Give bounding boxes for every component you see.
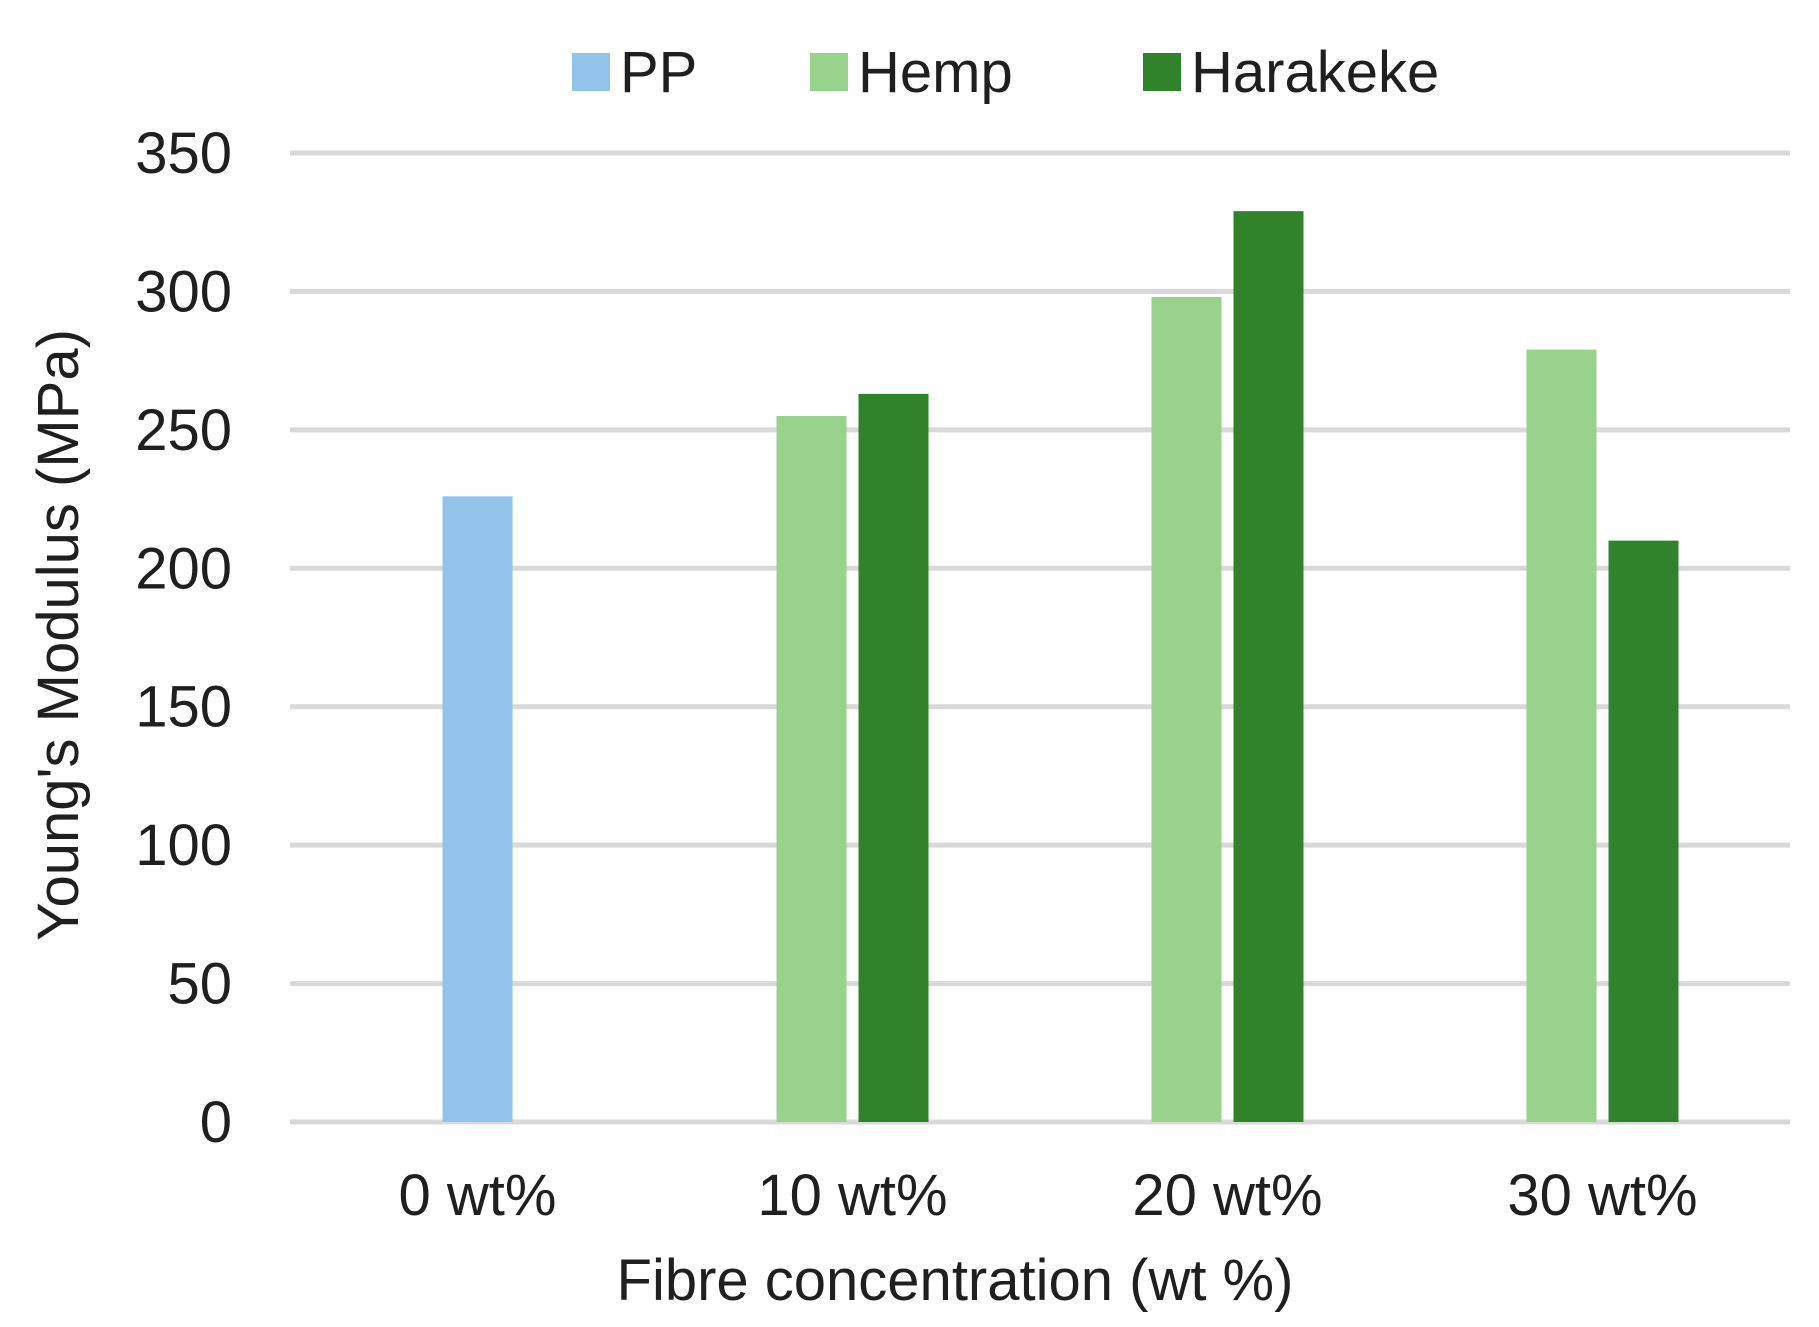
x-axis-category-labels: 0 wt% 10 wt% 20 wt% 30 wt% xyxy=(399,1163,1698,1228)
bar-hemp-3 xyxy=(1526,349,1597,1122)
legend-swatch-harakeke xyxy=(1143,53,1181,91)
y-axis-tick-labels: 0 50 100 150 200 250 300 350 xyxy=(135,121,232,1155)
bar-hemp-2 xyxy=(1151,296,1222,1123)
x-category-label: 30 wt% xyxy=(1507,1163,1697,1228)
y-tick-label: 300 xyxy=(135,259,232,324)
bar-harakeke-2 xyxy=(1233,211,1304,1122)
y-tick-label: 350 xyxy=(135,121,232,186)
y-axis-title: Young's Modulus (MPa) xyxy=(26,329,91,941)
x-category-label: 20 wt% xyxy=(1132,1163,1322,1228)
gridlines xyxy=(290,150,1790,1125)
legend-label-harakeke: Harakeke xyxy=(1191,40,1439,105)
bar-harakeke-3 xyxy=(1608,540,1679,1122)
y-tick-label: 150 xyxy=(135,675,232,740)
y-tick-label: 50 xyxy=(167,952,232,1017)
legend-label-hemp: Hemp xyxy=(858,40,1013,105)
legend-swatch-hemp xyxy=(810,53,848,91)
x-category-label: 10 wt% xyxy=(757,1163,947,1228)
y-tick-label: 100 xyxy=(135,813,232,878)
bar-harakeke-1 xyxy=(858,393,929,1122)
y-tick-label: 0 xyxy=(200,1090,232,1155)
legend-label-pp: PP xyxy=(620,40,697,105)
legend: PP Hemp Harakeke xyxy=(572,40,1439,105)
y-tick-label: 250 xyxy=(135,398,232,463)
bar-hemp-1 xyxy=(776,416,847,1122)
x-axis-title: Fibre concentration (wt %) xyxy=(617,1248,1294,1313)
bar-pp-0 xyxy=(442,496,513,1122)
legend-swatch-pp xyxy=(572,53,610,91)
x-category-label: 0 wt% xyxy=(399,1163,557,1228)
bars xyxy=(442,211,1679,1123)
y-tick-label: 200 xyxy=(135,536,232,601)
